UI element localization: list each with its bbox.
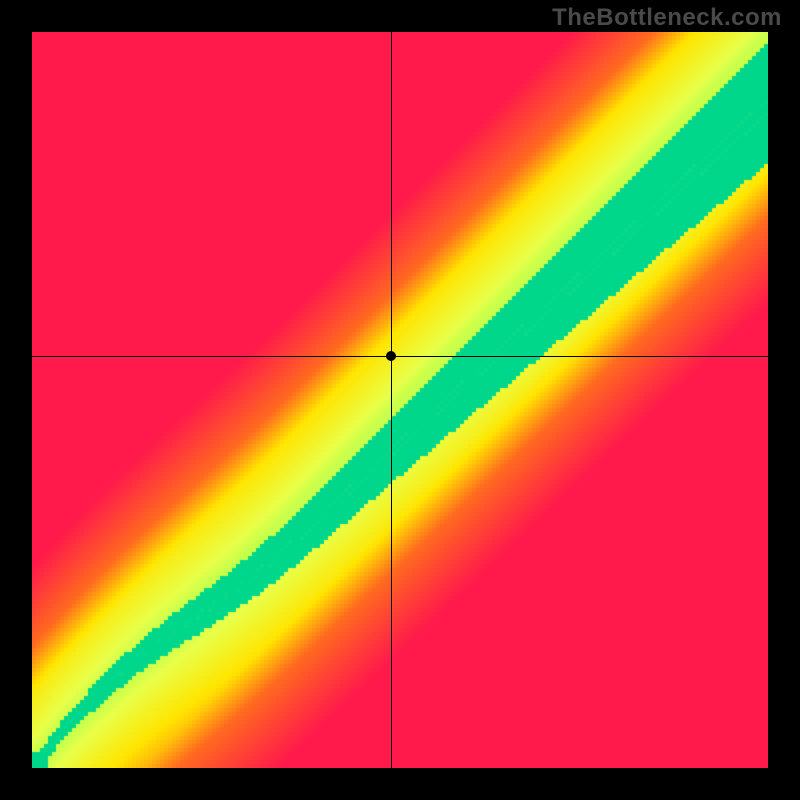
watermark-text: TheBottleneck.com [552,4,782,32]
bottleneck-heatmap [32,32,768,768]
crosshair-horizontal [32,356,768,357]
crosshair-vertical [391,32,392,768]
crosshair-marker [386,351,396,361]
